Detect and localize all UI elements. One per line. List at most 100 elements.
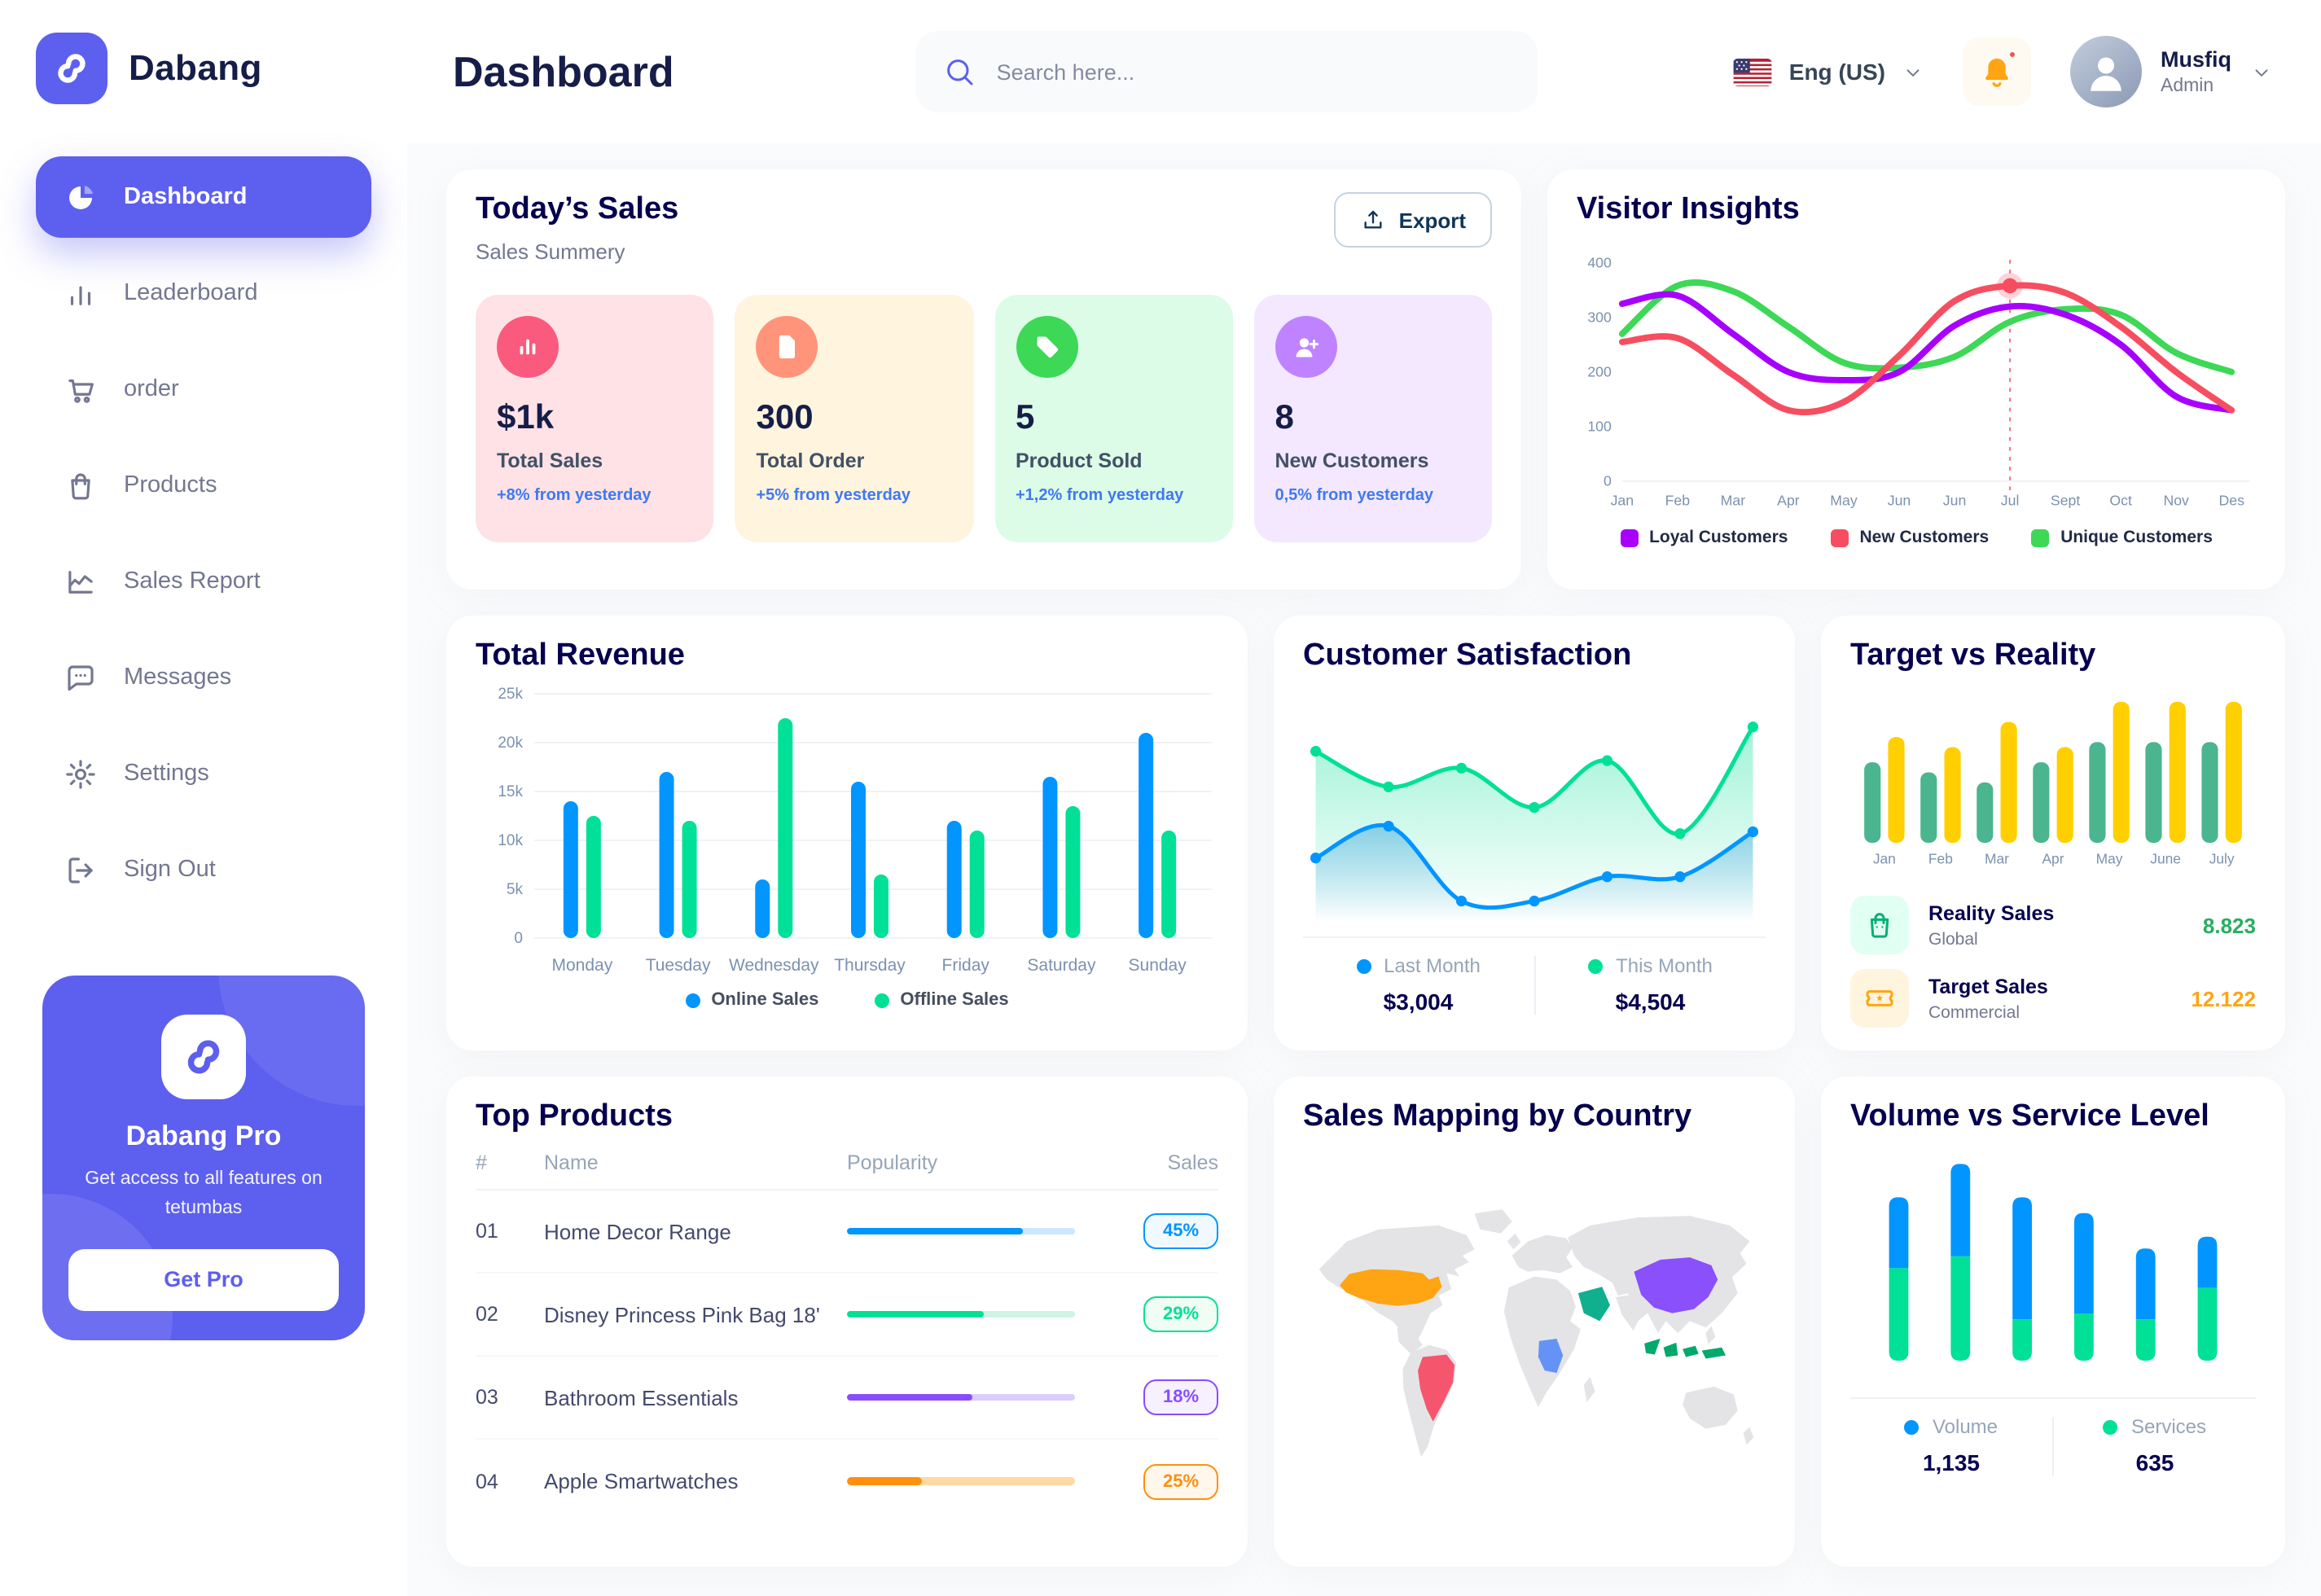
stat-tag-icon: [1016, 316, 1077, 378]
sales-mapping-title: Sales Mapping by Country: [1303, 1099, 1692, 1133]
export-button[interactable]: Export: [1333, 192, 1492, 248]
volume-service-legend: Volume 1,135 Services 635: [1850, 1415, 2256, 1475]
svg-text:100: 100: [1587, 418, 1612, 434]
svg-text:Mar: Mar: [1721, 493, 1746, 509]
sidebar-item-sign-out[interactable]: Sign Out: [36, 829, 371, 910]
svg-text:Jun: Jun: [1888, 493, 1911, 509]
stat-label: Total Sales: [497, 449, 603, 472]
sidebar-item-settings[interactable]: Settings: [36, 733, 371, 814]
legend-swatch: [1588, 958, 1604, 973]
col-index: #: [476, 1151, 487, 1174]
product-index: 04: [476, 1470, 498, 1493]
sidebar-item-label: Dashboard: [124, 184, 248, 210]
legend-item-new-customers: New Customers: [1830, 528, 1989, 547]
pro-logo-icon: [161, 1015, 246, 1099]
language-selector[interactable]: Eng (US): [1734, 58, 1923, 86]
top-products-card: Top Products # Name Popularity Sales 01 H…: [446, 1076, 1248, 1567]
search-box: [915, 31, 1538, 112]
product-name: Bathroom Essentials: [544, 1385, 739, 1410]
total-revenue-legend: Online Sales Offline Sales: [476, 990, 1218, 1010]
svg-text:Feb: Feb: [1665, 493, 1691, 509]
legend-label-row: Last Month: [1303, 954, 1533, 977]
svg-text:Mar: Mar: [1985, 851, 2009, 867]
svg-text:May: May: [2096, 851, 2123, 867]
todays-sales-subtitle: Sales Summery: [476, 239, 625, 264]
sales-badge: 18%: [1143, 1379, 1218, 1415]
target-vs-reality-card: Target vs Reality Jan Feb Mar Apr May June Jul…: [1821, 616, 2285, 1050]
top-products-header: # Name Popularity Sales: [476, 1151, 1218, 1190]
bell-icon: [1978, 54, 2014, 90]
legend-value: $3,004: [1383, 989, 1454, 1015]
notifications-button[interactable]: [1962, 37, 2030, 106]
volume-service-title: Volume vs Service Level: [1850, 1099, 2209, 1133]
todays-sales-title: Today’s Sales: [476, 192, 679, 226]
svg-text:Jan: Jan: [1873, 851, 1896, 867]
legend-label: Reality Sales: [1928, 901, 2055, 924]
world-map: United StatesBrazilDR CongoSaudi ArabiaC…: [1303, 1148, 1766, 1526]
stat-delta: +8% from yesterday: [497, 487, 652, 505]
target-vs-reality-legend: Reality Sales Global 8.823 Target Sales Comm…: [1850, 896, 2256, 1028]
legend-label: Last Month: [1384, 954, 1481, 977]
ticket-tile-icon: [1850, 969, 1909, 1028]
legend-item-unique-customers: Unique Customers: [2031, 528, 2213, 547]
product-name: Apple Smartwatches: [544, 1469, 739, 1493]
bar-chart-icon: [64, 276, 98, 310]
legend-swatch: [2031, 528, 2050, 546]
header-right: Eng (US) Musfiq Admin: [1734, 36, 2272, 107]
svg-text:5k: 5k: [507, 881, 524, 898]
stat-value: 5: [1016, 399, 1035, 436]
svg-text:June: June: [2150, 851, 2181, 867]
brand: Dabang: [0, 33, 407, 104]
sidebar-item-leaderboard[interactable]: Leaderboard: [36, 252, 371, 334]
svg-text:Apr: Apr: [1777, 493, 1800, 509]
popularity-bar: [847, 1310, 1075, 1318]
svg-text:Apr: Apr: [2042, 851, 2064, 867]
table-row: 01 Home Decor Range 45%: [476, 1190, 1218, 1274]
main-content: Today’s Sales Sales Summery Export $1k To…: [407, 143, 2321, 1596]
legend-label: Offline Sales: [900, 990, 1009, 1010]
svg-text:Tuesday: Tuesday: [646, 956, 711, 975]
notification-unread-dot: [2006, 49, 2017, 60]
visitor-insights-card: Visitor Insights 0 100 200 300 400 Jan Feb Mar A…: [1547, 169, 2285, 590]
legend-value: $4,504: [1615, 989, 1686, 1015]
popularity-bar: [847, 1393, 1075, 1401]
get-pro-button[interactable]: Get Pro: [68, 1248, 339, 1311]
gear-icon: [64, 756, 98, 791]
legend-text: Reality Sales Global: [1928, 901, 2054, 949]
bag-icon: [64, 468, 98, 502]
search-icon: [943, 55, 976, 88]
todays-sales-heading: Today’s Sales Sales Summery: [476, 192, 678, 264]
legend-value: 1,135: [1922, 1449, 1981, 1475]
chevron-down-icon: [2251, 61, 2272, 82]
legend-label-row: Services: [2054, 1415, 2256, 1438]
pro-title: Dabang Pro: [125, 1120, 282, 1151]
svg-text:Monday: Monday: [551, 956, 612, 975]
sidebar-item-products[interactable]: Products: [36, 445, 371, 526]
legend-item-volume: Volume 1,135: [1850, 1415, 2052, 1475]
legend-item-reality-sales: Reality Sales Global 8.823: [1850, 896, 2256, 954]
sidebar-item-label: order: [124, 376, 179, 402]
legend-label: Services: [2130, 1415, 2206, 1438]
svg-text:Nov: Nov: [2163, 493, 2189, 509]
sidebar-item-label: Settings: [124, 761, 209, 787]
svg-text:May: May: [1830, 493, 1858, 509]
legend-value: 635: [2135, 1449, 2174, 1475]
popularity-bar-fill: [847, 1477, 923, 1485]
sidebar-item-order[interactable]: order: [36, 349, 371, 430]
stat-card-new-customers: 8 New Customers 0,5% from yesterday: [1253, 295, 1492, 542]
sidebar-item-messages[interactable]: Messages: [36, 637, 371, 718]
sidebar-item-dashboard[interactable]: Dashboard: [36, 156, 371, 238]
search-input[interactable]: [993, 58, 1510, 86]
svg-text:July: July: [2209, 851, 2235, 867]
sales-mapping-card: Sales Mapping by Country United StatesBr…: [1274, 1076, 1795, 1567]
sales-badge: 45%: [1143, 1213, 1218, 1249]
stat-label: Total Order: [756, 449, 865, 472]
customer-satisfaction-chart: [1303, 687, 1766, 925]
col-sales: Sales: [1167, 1151, 1218, 1174]
legend-swatch: [1904, 1419, 1920, 1434]
profile-menu[interactable]: Musfiq Admin: [2069, 36, 2272, 107]
popularity-bar: [847, 1227, 1075, 1235]
sidebar-item-sales-report[interactable]: Sales Report: [36, 541, 371, 622]
user-role: Admin: [2161, 77, 2214, 96]
svg-text:20k: 20k: [498, 734, 523, 752]
